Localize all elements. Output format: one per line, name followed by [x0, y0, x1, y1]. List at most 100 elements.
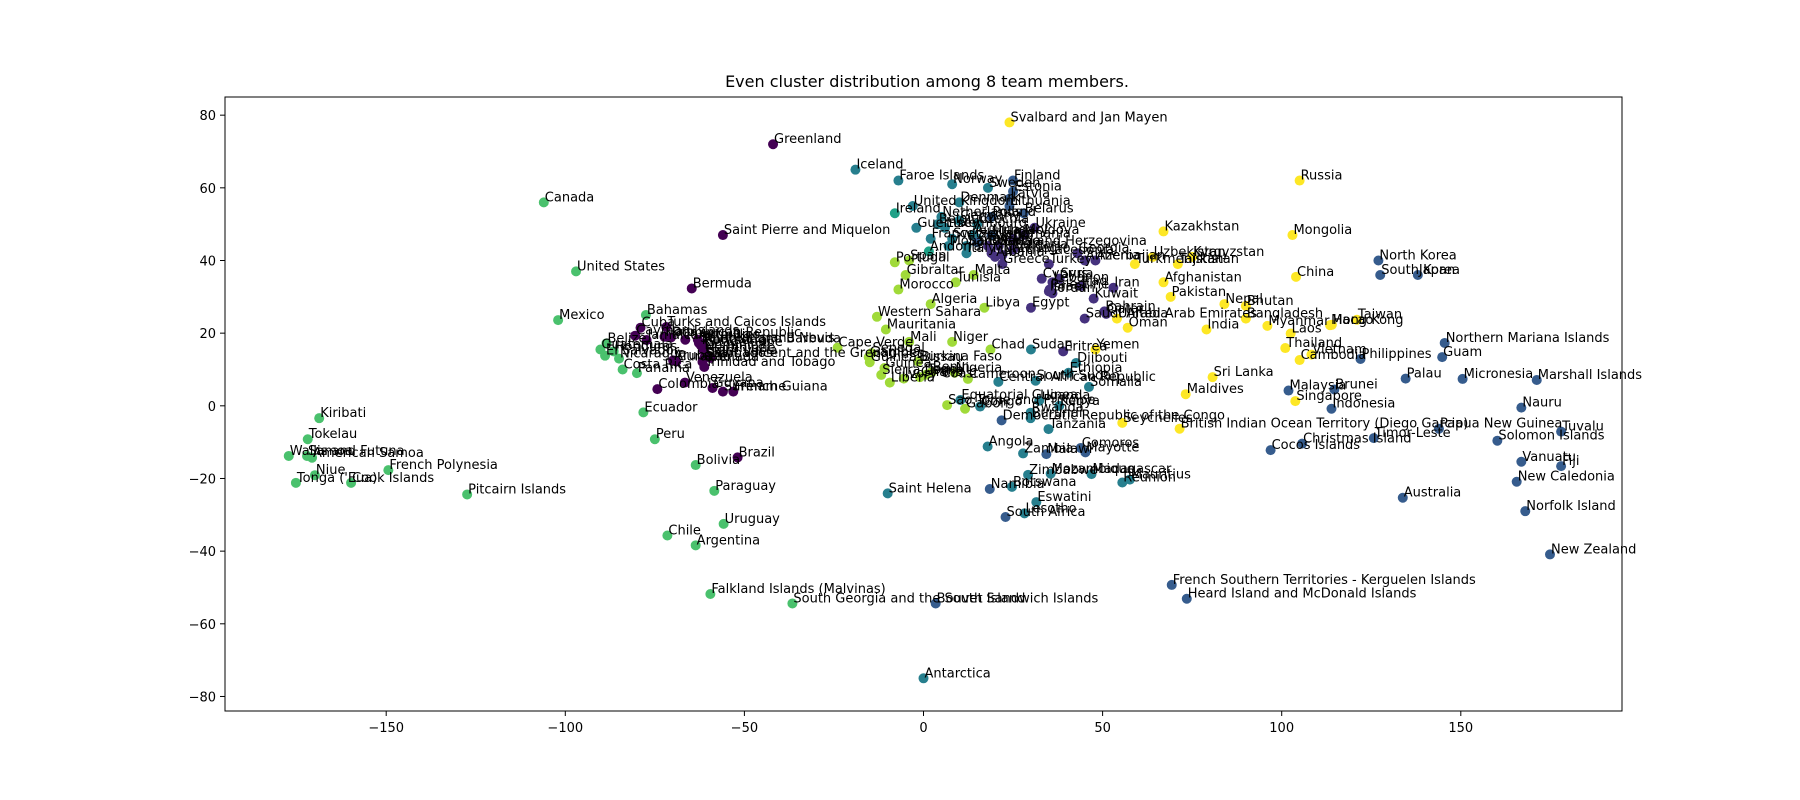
data-point — [314, 413, 325, 424]
point-label: Marshall Islands — [1538, 368, 1643, 383]
y-tick-label: 0 — [208, 400, 216, 415]
data-point — [686, 283, 697, 294]
point-label: Singapore — [1296, 389, 1362, 404]
point-label: Spain — [910, 248, 946, 263]
point-label: Mongolia — [1293, 223, 1352, 238]
point-label: Norfolk Island — [1526, 499, 1616, 514]
data-point — [614, 353, 625, 364]
point-label: Tuvalu — [1561, 420, 1604, 435]
point-label: Bahrain — [1105, 299, 1155, 314]
point-label: Croatia — [978, 230, 1025, 245]
point-label: Curaçao — [677, 349, 731, 364]
point-labels: Svalbard and Jan MayenGreenlandIcelandFa… — [290, 110, 1643, 681]
point-label: Papua New Guinea — [1440, 417, 1562, 432]
plot-frame — [224, 96, 1623, 712]
data-point — [949, 367, 960, 378]
point-label: Seychelles — [1123, 411, 1193, 426]
point-label: Gabon — [966, 397, 1009, 412]
data-point — [787, 598, 798, 609]
point-label: Azerbaijan — [1096, 248, 1165, 263]
data-point — [911, 222, 922, 233]
data-point — [1025, 344, 1036, 355]
data-point — [608, 346, 619, 357]
data-point — [893, 284, 904, 295]
data-point — [302, 434, 313, 445]
data-point — [638, 407, 649, 418]
point-label: Samoa — [308, 444, 353, 459]
data-point — [1545, 549, 1556, 560]
point-label: Bhutan — [1247, 294, 1294, 309]
data-point — [947, 179, 958, 190]
data-point — [309, 470, 320, 481]
data-point — [1511, 476, 1522, 487]
point-label: Zambia — [1024, 441, 1073, 456]
point-label: Haiti — [666, 325, 696, 340]
data-point — [307, 452, 318, 463]
data-point — [1045, 468, 1056, 479]
point-label: Svalbard and Jan Mayen — [1010, 110, 1167, 125]
data-point — [942, 400, 953, 411]
data-point — [1058, 346, 1069, 357]
data-point — [954, 215, 965, 226]
point-label: Saint Pierre and Miquelon — [724, 223, 890, 238]
x-tick-label: 100 — [1269, 721, 1294, 736]
point-label: Mali — [910, 330, 936, 345]
data-point — [1280, 343, 1291, 354]
data-point — [1088, 293, 1099, 304]
point-label: Rwanda — [1032, 401, 1084, 416]
point-label: Micronesia — [1464, 367, 1534, 382]
point-label: Senegal — [873, 341, 925, 356]
point-label: Saint Lucia — [706, 343, 777, 358]
point-label: Guinea-Bissau — [871, 350, 964, 365]
point-label: India — [1207, 318, 1239, 333]
data-point — [1086, 469, 1097, 480]
point-label: Dominican Republic — [672, 326, 801, 341]
data-point — [1018, 208, 1029, 219]
data-point — [768, 139, 779, 150]
point-label: Solomon Islands — [1498, 429, 1604, 444]
data-point — [1004, 193, 1015, 204]
y-tick-label: 60 — [199, 182, 216, 197]
point-label: Costa Rica — [624, 357, 693, 372]
data-point — [1008, 233, 1019, 244]
data-point — [1018, 448, 1029, 459]
point-label: Algeria — [932, 292, 978, 307]
point-label: Bermuda — [693, 276, 752, 291]
point-label: Belgium — [939, 212, 992, 227]
point-label: Kenya — [1060, 394, 1100, 409]
point-label: Monaco — [950, 234, 1001, 249]
data-point — [960, 403, 971, 414]
data-point — [900, 270, 911, 281]
data-point — [1025, 413, 1036, 424]
data-point — [1207, 372, 1218, 383]
point-label: Nigeria — [956, 361, 1003, 376]
data-point — [1297, 438, 1308, 449]
point-label: Tunisia — [956, 270, 1001, 285]
point-label: Morocco — [899, 278, 953, 293]
point-label: Maldives — [1187, 382, 1244, 397]
point-label: Equatorial Guinea — [961, 388, 1078, 403]
point-label: Aruba — [674, 348, 713, 363]
data-point — [462, 489, 473, 500]
data-point — [955, 395, 966, 406]
point-label: Madagascar — [1092, 462, 1172, 477]
data-point — [1412, 270, 1423, 281]
point-label: Gibraltar — [907, 263, 965, 278]
x-tick-label: −100 — [547, 721, 583, 736]
point-label: Trinidad and Tobago — [704, 355, 835, 370]
data-point — [1006, 481, 1017, 492]
point-label: Anguilla — [699, 328, 751, 343]
point-label: Cook Islands — [352, 471, 434, 486]
data-point — [1516, 402, 1527, 413]
data-point — [930, 598, 941, 609]
data-point — [996, 415, 1007, 426]
data-point — [880, 324, 891, 335]
point-label: Israel — [1050, 279, 1086, 294]
point-label: Western Sahara — [878, 305, 981, 320]
data-point — [997, 250, 1008, 261]
data-point — [1079, 255, 1090, 266]
data-point — [961, 248, 972, 259]
point-label: Ecuador — [644, 400, 698, 415]
point-label: Uruguay — [725, 512, 781, 527]
data-point — [1063, 367, 1074, 378]
